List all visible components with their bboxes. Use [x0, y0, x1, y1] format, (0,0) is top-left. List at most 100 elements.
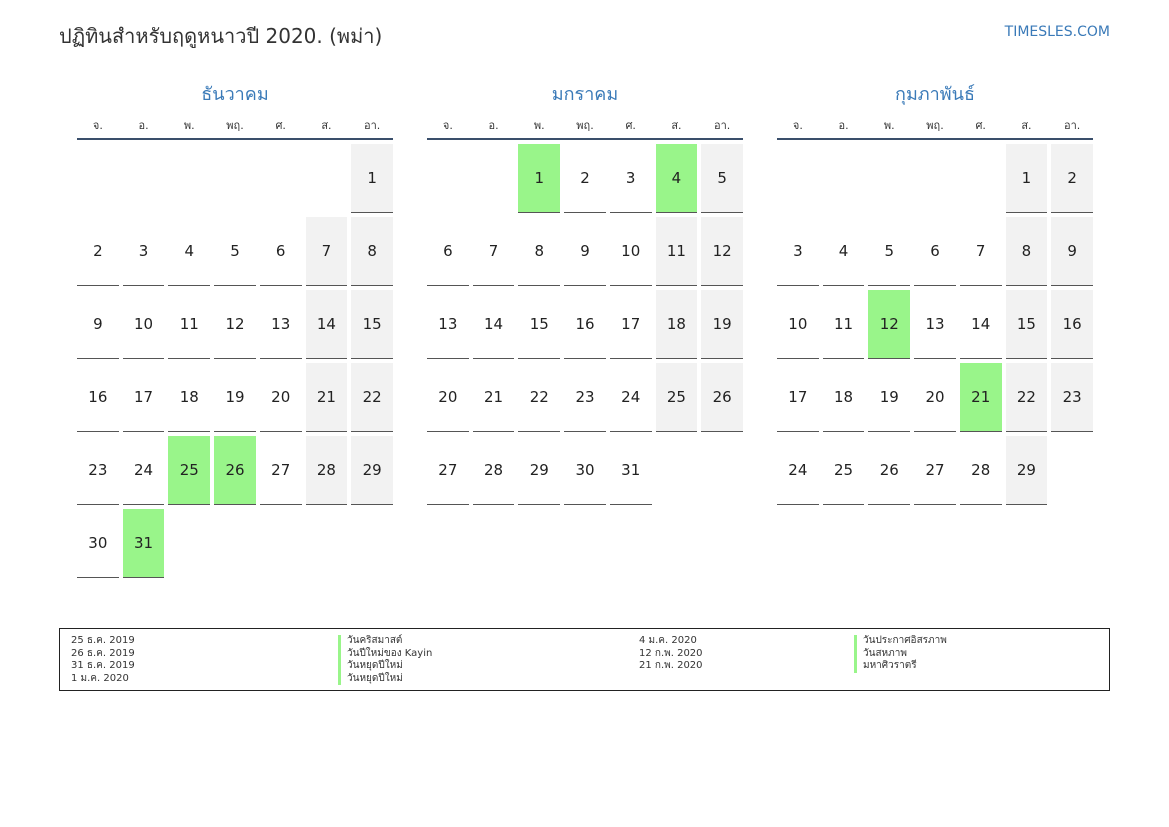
day-cell: 9 — [564, 217, 606, 286]
legend-right-dates: 4 ม.ค. 2020 12 ก.พ. 2020 21 ก.พ. 2020 — [639, 635, 703, 673]
day-cell: 17 — [609, 290, 652, 359]
legend-holiday-name: วันปีใหม่ของ Kayin — [338, 647, 432, 660]
day-cell: 28 — [959, 436, 1002, 505]
empty-cell — [168, 144, 210, 213]
legend-left-dates: 25 ธ.ค. 2019 26 ธ.ค. 2019 31 ธ.ค. 2019 1… — [71, 635, 135, 685]
legend-date: 4 ม.ค. 2020 — [639, 635, 697, 646]
day-cell: 1 — [351, 144, 393, 213]
day-cell: 24 — [609, 363, 652, 432]
day-cell: 9 — [1051, 217, 1093, 286]
legend-right-names: วันประกาศอิสรภาพ วันสหภาพ มหาศิวราตรี — [854, 635, 947, 673]
day-cell: 3 — [777, 217, 819, 286]
day-cell: 19 — [214, 363, 256, 432]
day-cell: 10 — [609, 217, 652, 286]
empty-cell — [123, 144, 165, 213]
legend-holiday-name: มหาศิวราตรี — [854, 660, 947, 673]
day-cell: 27 — [914, 436, 956, 505]
day-grid: 1 2 3 4 5 6 7 8 9 10 11 12 13 14 15 16 17 18 19 20 21 22 23 24 2… — [427, 144, 743, 505]
day-cell-holiday: 31 — [122, 509, 165, 578]
day-cell: 26 — [701, 363, 743, 432]
day-cell: 6 — [259, 217, 302, 286]
weekday-label: อ. — [138, 119, 149, 132]
day-grid: 1 2 3 4 5 6 7 8 9 10 11 12 13 14 15 16 17 18 19 20 21 22 23 24 2… — [777, 144, 1093, 505]
weekday-label: ส. — [321, 119, 332, 132]
day-cell: 8 — [1005, 217, 1048, 286]
day-cell: 1 — [1005, 144, 1048, 213]
day-cell: 6 — [427, 217, 469, 286]
day-cell: 16 — [564, 290, 606, 359]
legend-date: 31 ธ.ค. 2019 — [71, 660, 135, 671]
day-cell: 13 — [427, 290, 469, 359]
day-cell-holiday: 26 — [214, 436, 256, 505]
day-cell: 7 — [959, 217, 1002, 286]
empty-cell — [260, 144, 302, 213]
day-cell: 12 — [701, 217, 743, 286]
empty-cell — [306, 144, 348, 213]
legend-date: 26 ธ.ค. 2019 — [71, 647, 135, 659]
weekday-header: จ. อ. พ. พฤ. ศ. ส. อา. — [77, 114, 393, 140]
day-cell: 26 — [868, 436, 911, 505]
day-cell: 22 — [1005, 363, 1048, 432]
day-cell: 7 — [472, 217, 515, 286]
day-cell: 3 — [122, 217, 165, 286]
day-cell: 2 — [1051, 144, 1093, 213]
empty-cell — [777, 144, 819, 213]
site-link[interactable]: TIMESLES.COM — [1004, 24, 1110, 40]
day-cell: 13 — [914, 290, 956, 359]
day-cell: 25 — [822, 436, 865, 505]
day-cell: 29 — [351, 436, 393, 505]
weekday-label: ศ. — [975, 119, 986, 132]
weekday-label: จ. — [442, 119, 453, 132]
empty-cell — [473, 144, 515, 213]
day-cell: 8 — [351, 217, 393, 286]
day-cell: 27 — [259, 436, 302, 505]
weekday-label: ศ. — [625, 119, 636, 132]
day-cell: 27 — [427, 436, 469, 505]
day-cell: 6 — [914, 217, 956, 286]
legend-date: 21 ก.พ. 2020 — [639, 660, 703, 671]
day-cell-holiday: 1 — [518, 144, 561, 213]
day-cell: 25 — [655, 363, 698, 432]
day-cell: 28 — [472, 436, 515, 505]
legend-holiday-name: วันคริสมาสต์ — [338, 635, 432, 648]
day-cell: 22 — [518, 363, 561, 432]
day-cell: 31 — [609, 436, 652, 505]
weekday-label: อ. — [838, 119, 849, 132]
day-cell: 16 — [77, 363, 119, 432]
month-february: กุมภาพันธ์ จ. อ. พ. พฤ. ศ. ส. อา. 1 2 3 4 5 6 7 8 9 10 1… — [777, 82, 1093, 505]
empty-cell — [77, 144, 119, 213]
weekday-label: จ. — [92, 119, 103, 132]
empty-cell — [823, 144, 865, 213]
day-cell: 22 — [351, 363, 393, 432]
day-cell: 4 — [822, 217, 865, 286]
empty-cell — [914, 144, 956, 213]
day-cell-holiday: 25 — [168, 436, 211, 505]
month-january: มกราคม จ. อ. พ. พฤ. ศ. ส. อา. 1 2 3 4 5 6 7 8 9 10 11 12 1… — [427, 82, 743, 505]
day-cell: 30 — [564, 436, 606, 505]
weekday-label: อ. — [488, 119, 499, 132]
empty-cell — [214, 144, 256, 213]
legend-date: 1 ม.ค. 2020 — [71, 672, 129, 684]
weekday-label: ศ. — [275, 119, 286, 132]
weekday-label: อา. — [364, 119, 381, 132]
weekday-label: พฤ. — [226, 119, 244, 132]
weekday-label: อา. — [1064, 119, 1081, 132]
day-cell: 19 — [868, 363, 911, 432]
day-cell: 20 — [427, 363, 469, 432]
day-cell: 15 — [351, 290, 393, 359]
day-cell: 21 — [305, 363, 348, 432]
day-cell: 4 — [168, 217, 211, 286]
day-cell: 23 — [77, 436, 119, 505]
day-cell: 2 — [564, 144, 606, 213]
day-cell: 5 — [214, 217, 256, 286]
day-cell: 14 — [305, 290, 348, 359]
legend-holiday-name: วันสหภาพ — [854, 647, 947, 660]
day-cell: 30 — [77, 509, 119, 578]
day-cell-holiday: 12 — [868, 290, 911, 359]
day-cell: 28 — [305, 436, 348, 505]
empty-cell — [868, 144, 910, 213]
day-cell: 13 — [259, 290, 302, 359]
day-cell: 11 — [822, 290, 865, 359]
legend-left-names: วันคริสมาสต์ วันปีใหม่ของ Kayin วันหยุดป… — [338, 635, 432, 685]
day-cell: 23 — [1051, 363, 1093, 432]
